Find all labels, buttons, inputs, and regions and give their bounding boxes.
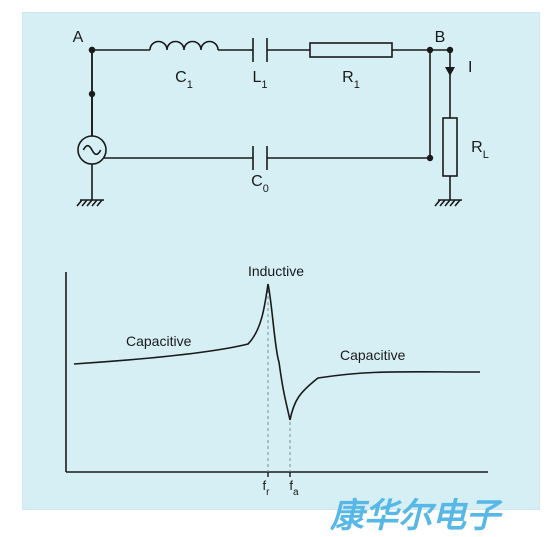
inductive-label: Inductive (248, 263, 304, 279)
capacitive-right-label: Capacitive (340, 347, 406, 363)
reactance-curve (74, 284, 480, 420)
capacitive-left-label: Capacitive (126, 333, 192, 349)
page-root: ABC1L1R1C0RLI InductiveCapacitiveCapacit… (0, 0, 560, 532)
fa-label: fa (289, 478, 299, 498)
fr-label: fr (263, 478, 271, 498)
brand-watermark: 康华尔电子 (330, 488, 500, 537)
reactance-chart: Inductive Capacitive Capacitive frfa (0, 0, 560, 532)
